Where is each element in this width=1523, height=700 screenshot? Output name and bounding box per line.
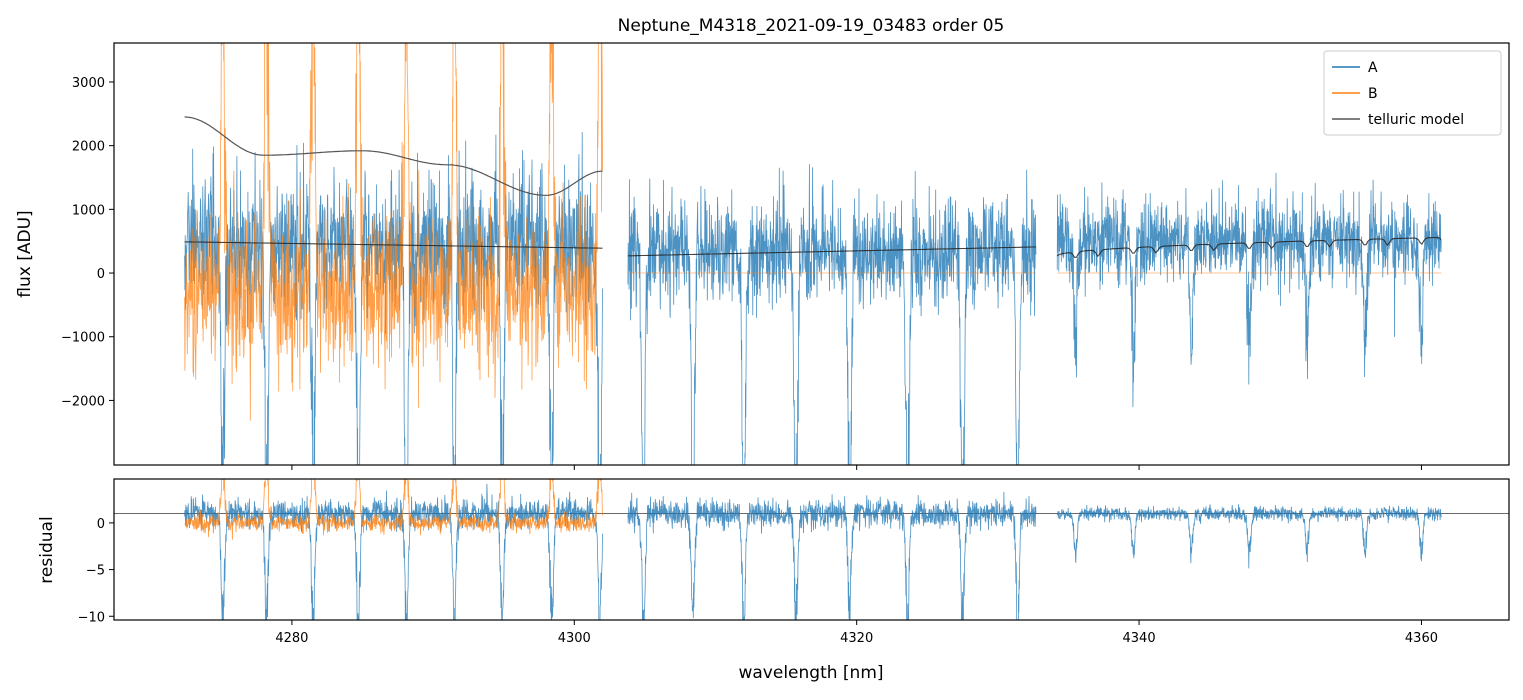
residual-axes-frame	[113, 478, 1510, 621]
residual-a-segment-3	[1056, 504, 1442, 569]
series-b-segment-1	[184, 43, 603, 421]
continuum-fit-segment-2	[627, 246, 1037, 257]
telluric-model-line	[184, 116, 603, 196]
residual-panel	[114, 479, 1509, 620]
x-tick-label: 4320	[840, 631, 873, 646]
legend-label-telluric: telluric model	[1368, 112, 1464, 128]
y-tick-label: 2000	[72, 140, 105, 155]
legend-label-a: A	[1368, 60, 1378, 76]
residual-plot-area	[114, 479, 1509, 620]
series-a-segment-1	[184, 132, 603, 465]
y-tick-label: −10	[78, 610, 105, 625]
y-tick-label: 3000	[72, 76, 105, 91]
residual-a-segment-2	[627, 491, 1037, 620]
legend-box	[1323, 50, 1502, 136]
residual-a-segment-1	[184, 483, 603, 620]
flux-y-label: flux [ADU]	[15, 210, 35, 297]
y-tick-label: −2000	[61, 394, 105, 409]
flux-axes-frame	[113, 42, 1510, 466]
x-tick-label: 4360	[1405, 631, 1438, 646]
y-tick-label: 0	[97, 267, 105, 282]
flux-plot-area	[184, 43, 1442, 465]
residual-y-label: residual	[37, 516, 57, 583]
x-tick-label: 4280	[275, 631, 308, 646]
x-tick-label: 4300	[558, 631, 591, 646]
legend: A B telluric model	[1323, 50, 1502, 136]
flux-panel	[184, 43, 1442, 465]
x-axis-label: wavelength [nm]	[738, 663, 883, 683]
chart-title: Neptune_M4318_2021-09-19_03483 order 05	[618, 16, 1005, 36]
y-tick-label: −5	[86, 564, 105, 579]
series-a-segment-2	[627, 164, 1037, 465]
legend-label-b: B	[1368, 86, 1378, 102]
y-tick-label: −1000	[61, 331, 105, 346]
continuum-fit-segment-1	[184, 241, 603, 249]
y-tick-label: 1000	[72, 203, 105, 218]
continuum-fit-segment-3	[1056, 237, 1442, 258]
y-tick-label: 0	[97, 517, 105, 532]
x-tick-label: 4340	[1123, 631, 1156, 646]
residual-b-segment-1	[184, 479, 603, 540]
series-a-segment-3	[1056, 172, 1442, 408]
